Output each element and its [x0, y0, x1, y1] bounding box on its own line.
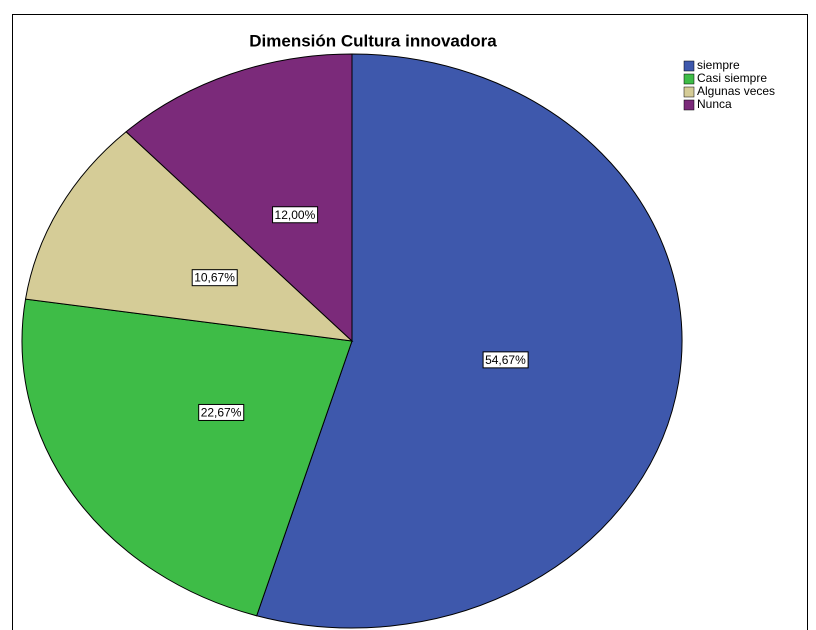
legend-label: Casi siempre — [697, 71, 767, 85]
legend-swatch — [683, 60, 695, 72]
pie-slice — [125, 53, 353, 343]
chart-title: Dimensión Cultura innovadora — [249, 31, 497, 50]
data-label-box — [272, 206, 319, 224]
data-label: 22,67% — [201, 405, 242, 419]
legend-label: Nunca — [697, 97, 732, 111]
data-label: 54,67% — [485, 353, 526, 367]
legend-swatch — [683, 86, 695, 98]
legend-label: siempre — [697, 58, 740, 72]
data-label-box — [482, 351, 529, 369]
legend-swatch — [683, 73, 695, 85]
data-label-box — [191, 269, 238, 287]
pie-slice — [21, 298, 353, 617]
pie-slice — [24, 131, 354, 342]
data-label: 12,00% — [275, 208, 316, 222]
legend-label: Algunas veces — [697, 84, 775, 98]
pie-slice — [256, 53, 683, 629]
data-label: 10,67% — [194, 271, 235, 285]
data-label-box — [198, 403, 245, 421]
legend-swatch — [683, 99, 695, 111]
